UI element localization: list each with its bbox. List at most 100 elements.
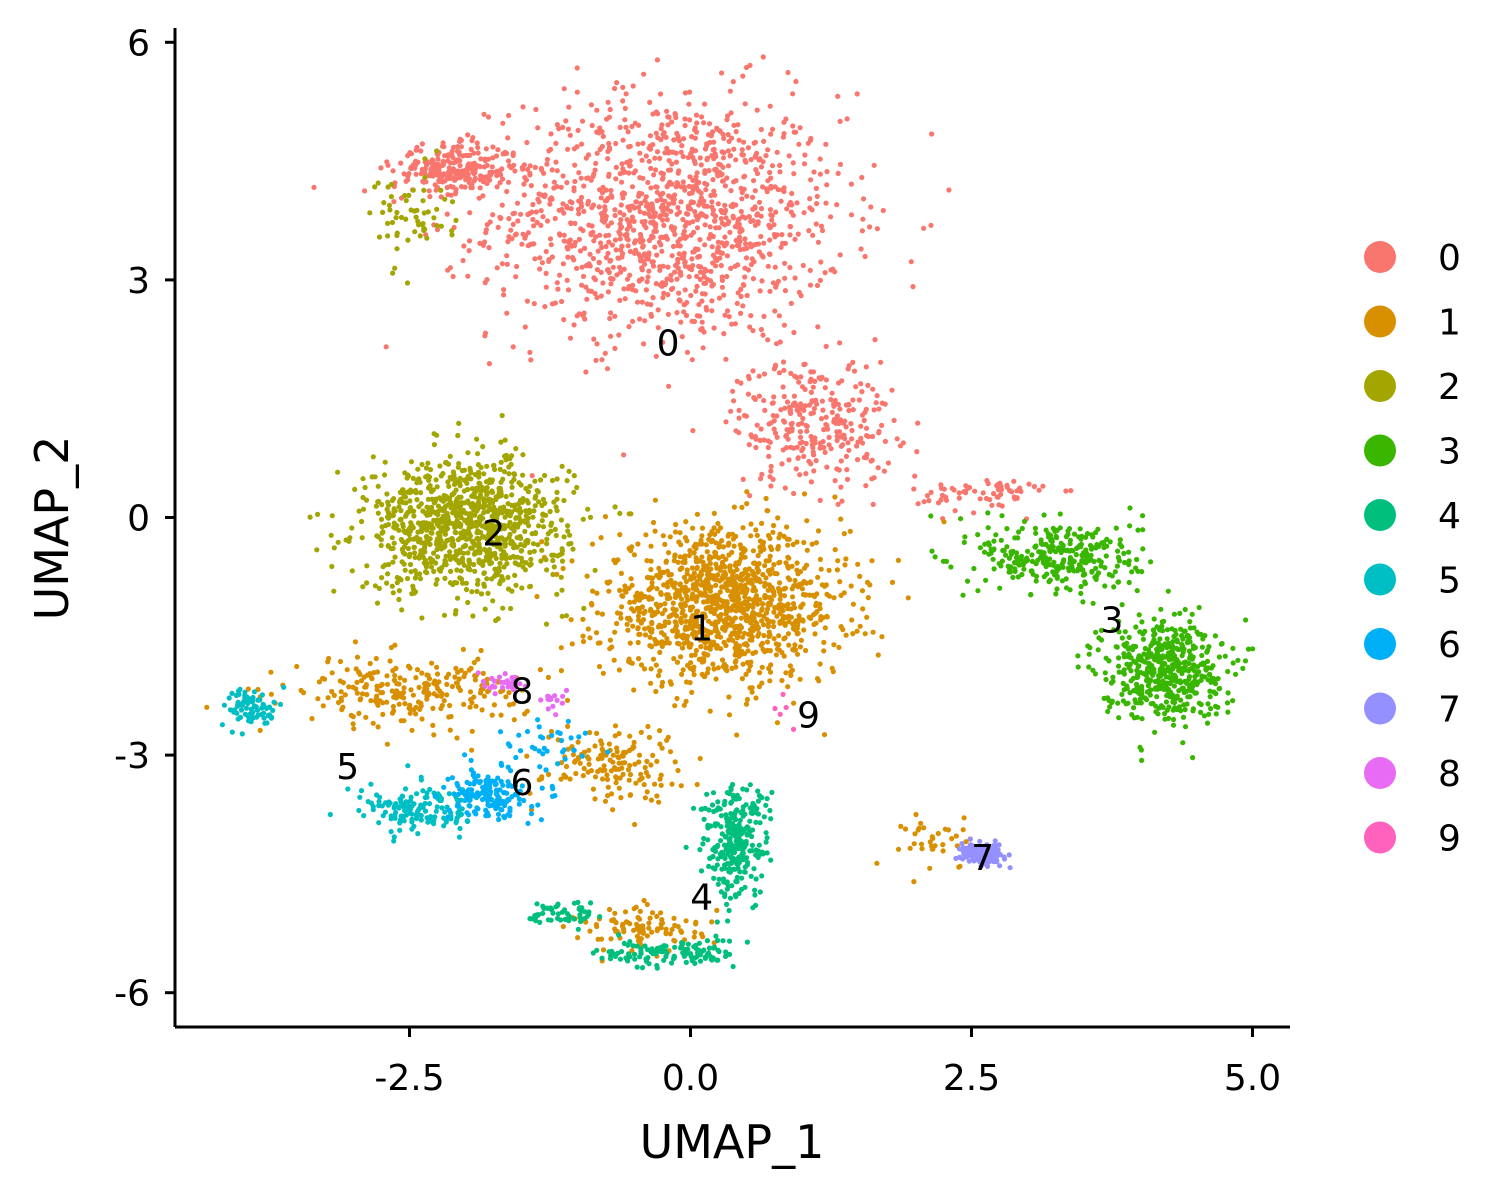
point: [504, 508, 510, 514]
point: [684, 299, 690, 306]
point: [748, 659, 754, 665]
point: [407, 706, 413, 712]
point: [1093, 565, 1099, 571]
point: [786, 457, 792, 463]
point: [536, 199, 542, 205]
point: [694, 283, 700, 289]
point: [731, 504, 738, 510]
point: [695, 629, 702, 635]
point: [730, 388, 736, 394]
point: [610, 759, 616, 765]
point: [408, 569, 414, 575]
point: [393, 215, 399, 221]
point: [430, 722, 436, 729]
point: [559, 613, 565, 619]
point: [581, 749, 588, 755]
point: [622, 909, 629, 915]
point: [386, 561, 392, 568]
point: [446, 483, 452, 489]
point: [808, 615, 814, 622]
point: [662, 607, 668, 613]
point: [759, 607, 765, 613]
point: [801, 161, 808, 167]
point: [527, 790, 533, 796]
point: [1029, 552, 1035, 558]
point: [378, 516, 385, 523]
point: [525, 500, 531, 506]
point: [662, 541, 668, 548]
point: [432, 498, 438, 505]
point: [325, 695, 331, 701]
point: [658, 591, 664, 597]
point: [1015, 574, 1021, 580]
point: [804, 562, 810, 568]
point: [694, 511, 701, 517]
point: [469, 589, 475, 595]
point: [635, 541, 641, 547]
point: [465, 450, 471, 456]
point: [489, 520, 495, 526]
point: [761, 622, 767, 628]
point: [608, 310, 614, 316]
point: [769, 163, 776, 169]
point: [824, 614, 830, 620]
point: [410, 583, 416, 589]
point: [769, 546, 775, 553]
point: [743, 413, 750, 419]
point: [494, 172, 500, 179]
point: [637, 237, 643, 243]
point: [1009, 489, 1015, 495]
point: [639, 276, 645, 282]
point: [454, 735, 460, 741]
point: [814, 282, 821, 289]
point: [895, 846, 902, 852]
point: [812, 593, 818, 600]
point: [785, 542, 791, 548]
point: [703, 567, 709, 573]
point: [722, 602, 729, 608]
point: [772, 308, 778, 314]
point: [392, 677, 398, 684]
point: [777, 587, 783, 593]
point: [364, 563, 370, 569]
point: [646, 925, 652, 931]
point: [367, 671, 373, 677]
point: [635, 639, 641, 646]
point: [807, 282, 814, 288]
point: [721, 626, 727, 632]
point: [565, 146, 571, 152]
point: [636, 251, 642, 257]
point: [467, 704, 473, 710]
point: [1071, 568, 1077, 574]
point: [719, 70, 725, 76]
point: [752, 222, 759, 228]
point: [558, 760, 565, 766]
point: [435, 161, 441, 167]
point: [700, 934, 706, 940]
point: [771, 426, 777, 432]
point: [794, 539, 800, 545]
point: [694, 579, 700, 585]
point: [437, 543, 444, 549]
point: [385, 162, 391, 168]
point: [841, 432, 847, 438]
point: [786, 555, 792, 561]
point: [413, 487, 419, 494]
point: [588, 768, 595, 774]
point: [612, 313, 618, 319]
point: [406, 171, 412, 177]
point: [715, 173, 721, 179]
point: [698, 644, 704, 650]
point: [667, 749, 674, 755]
point: [814, 401, 820, 407]
point: [1045, 544, 1051, 550]
point: [1011, 478, 1017, 484]
point: [358, 696, 364, 702]
point: [743, 241, 749, 247]
point: [691, 934, 697, 940]
point: [618, 202, 624, 208]
point: [475, 656, 481, 662]
point: [337, 658, 344, 665]
point: [527, 583, 534, 589]
point: [876, 406, 882, 412]
